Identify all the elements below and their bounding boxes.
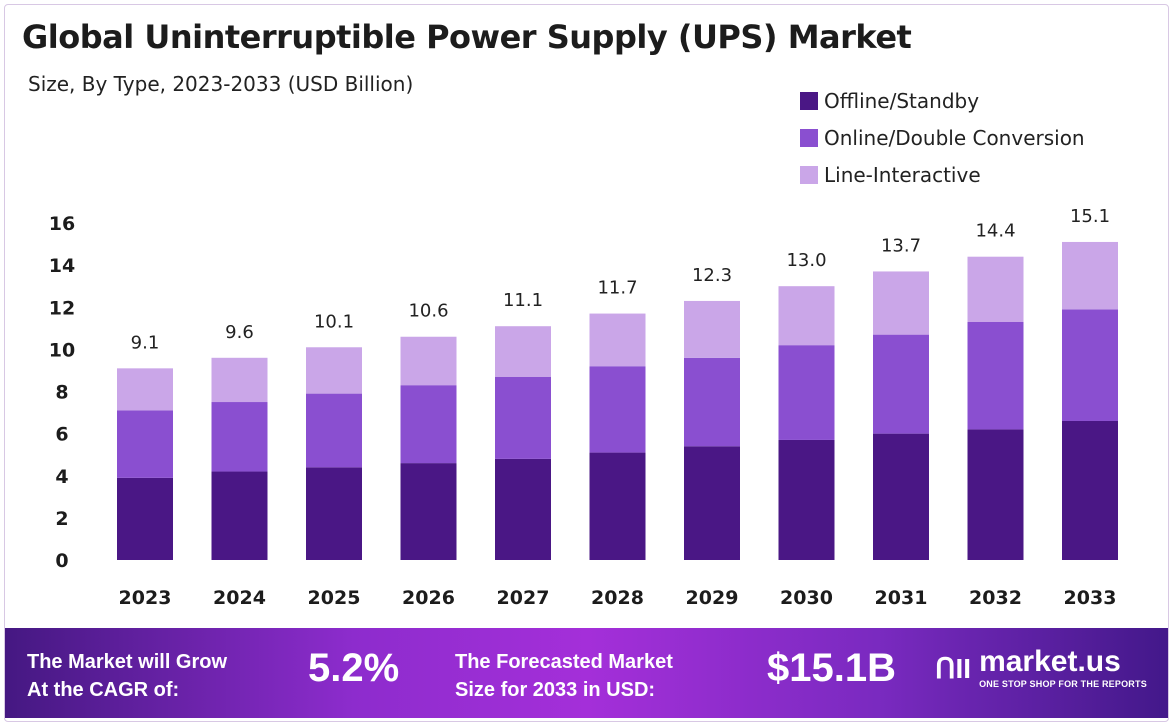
cagr-label: The Market will Grow At the CAGR of: — [27, 648, 227, 704]
bar-segment-line-interactive — [1062, 241, 1118, 310]
bar-segment-online-double-conversion — [211, 402, 268, 472]
bar-segment-line-interactive — [873, 271, 929, 335]
total-data-label: 14.4 — [975, 221, 1015, 242]
legend-swatch — [800, 91, 818, 110]
legend-swatch — [800, 165, 818, 184]
total-data-label: 15.1 — [1070, 206, 1110, 227]
x-tick-label: 2023 — [119, 587, 172, 609]
bar-segment-online-double-conversion — [873, 334, 929, 434]
legend: Offline/Standby Online/Double Conversion… — [800, 82, 1085, 193]
cagr-value: 5.2% — [308, 646, 400, 690]
x-tick-label: 2030 — [780, 587, 833, 609]
footer-banner: The Market will Grow At the CAGR of: 5.2%… — [5, 628, 1168, 718]
bar-segment-line-interactive — [306, 347, 362, 394]
y-tick-label: 6 — [55, 424, 68, 446]
bar-segment-offline-standby — [684, 446, 740, 560]
y-tick-label: 10 — [49, 339, 75, 361]
bar-segment-online-double-conversion — [117, 410, 173, 478]
y-tick-label: 2 — [55, 508, 68, 530]
bar-segment-line-interactive — [967, 256, 1024, 322]
bar-segment-online-double-conversion — [1062, 309, 1118, 421]
y-tick-label: 16 — [49, 213, 75, 235]
forecast-label: The Forecasted Market Size for 2033 in US… — [455, 648, 673, 704]
chart-frame — [4, 4, 1169, 722]
y-tick-label: 14 — [49, 255, 75, 277]
y-tick-label: 0 — [55, 550, 68, 572]
x-tick-label: 2032 — [969, 587, 1022, 609]
total-data-label: 10.1 — [314, 311, 354, 332]
y-tick-label: 4 — [55, 466, 68, 488]
bar-segment-online-double-conversion — [967, 321, 1024, 430]
x-tick-label: 2026 — [402, 587, 455, 609]
legend-item-line-interactive: Line-Interactive — [800, 156, 1085, 193]
legend-item-online: Online/Double Conversion — [800, 119, 1085, 156]
bar-segment-line-interactive — [211, 357, 268, 403]
bar-segment-offline-standby — [967, 429, 1024, 560]
bar-segment-line-interactive — [495, 326, 551, 377]
bar-segment-online-double-conversion — [778, 345, 835, 440]
cagr-label-line-2: At the CAGR of: — [27, 679, 180, 701]
y-tick-label: 8 — [55, 382, 68, 404]
bar-segment-offline-standby — [495, 458, 551, 560]
bar-segment-online-double-conversion — [684, 357, 740, 447]
logo-name: market.us — [979, 645, 1121, 678]
legend-label: Offline/Standby — [824, 88, 980, 113]
bar-segment-online-double-conversion — [400, 385, 457, 464]
market-us-logo: ՈII market.us ONE STOP SHOP FOR THE REPOR… — [935, 646, 1147, 690]
bar-segment-online-double-conversion — [589, 366, 646, 453]
bar-segment-line-interactive — [400, 336, 457, 386]
logo-icon: ՈII — [935, 652, 972, 684]
bar-segment-offline-standby — [589, 452, 646, 560]
x-tick-label: 2024 — [213, 587, 266, 609]
bar-segment-line-interactive — [778, 286, 835, 346]
logo-tagline: ONE STOP SHOP FOR THE REPORTS — [979, 679, 1147, 689]
cagr-label-line-1: The Market will Grow — [27, 651, 228, 673]
bar-segment-offline-standby — [1062, 420, 1118, 560]
total-data-label: 10.6 — [408, 301, 448, 322]
x-tick-label: 2033 — [1064, 587, 1117, 609]
total-data-label: 13.0 — [786, 250, 826, 271]
plot-area: 0 2 4 6 8 10 12 14 16 9.1 2023 9.6 2024 10.1 2025 10.6 2… — [49, 206, 1118, 609]
chart-title: Global Uninterruptible Power Supply (UPS… — [22, 18, 912, 56]
bar-segment-offline-standby — [873, 433, 929, 560]
forecast-value: $15.1B — [767, 646, 896, 690]
x-tick-label: 2029 — [686, 587, 739, 609]
bar-segment-line-interactive — [117, 368, 173, 411]
bar-segment-offline-standby — [778, 439, 835, 560]
bar-segment-line-interactive — [684, 300, 740, 358]
legend-item-offline: Offline/Standby — [800, 82, 1085, 119]
x-tick-label: 2025 — [308, 587, 361, 609]
forecast-label-line-2: Size for 2033 in USD: — [455, 679, 656, 701]
legend-swatch — [800, 128, 818, 147]
total-data-label: 12.3 — [692, 265, 732, 286]
x-tick-label: 2028 — [591, 587, 644, 609]
bar-segment-offline-standby — [306, 467, 362, 560]
bar-segment-line-interactive — [589, 313, 646, 367]
y-tick-label: 12 — [49, 297, 75, 319]
total-data-label: 11.1 — [503, 290, 543, 311]
x-tick-label: 2027 — [497, 587, 550, 609]
bar-segment-online-double-conversion — [306, 393, 362, 468]
legend-label: Online/Double Conversion — [824, 125, 1085, 150]
bar-segment-offline-standby — [117, 477, 173, 560]
legend-label: Line-Interactive — [824, 162, 981, 187]
total-data-label: 9.1 — [131, 332, 160, 353]
total-data-label: 11.7 — [597, 278, 637, 299]
total-data-label: 13.7 — [881, 235, 921, 256]
x-tick-label: 2031 — [875, 587, 928, 609]
chart-subtitle: Size, By Type, 2023-2033 (USD Billion) — [28, 72, 414, 96]
bar-segment-offline-standby — [400, 463, 457, 560]
total-data-label: 9.6 — [225, 322, 254, 343]
bar-segment-online-double-conversion — [495, 376, 551, 459]
bar-segment-offline-standby — [211, 471, 268, 560]
forecast-label-line-1: The Forecasted Market — [455, 651, 673, 673]
